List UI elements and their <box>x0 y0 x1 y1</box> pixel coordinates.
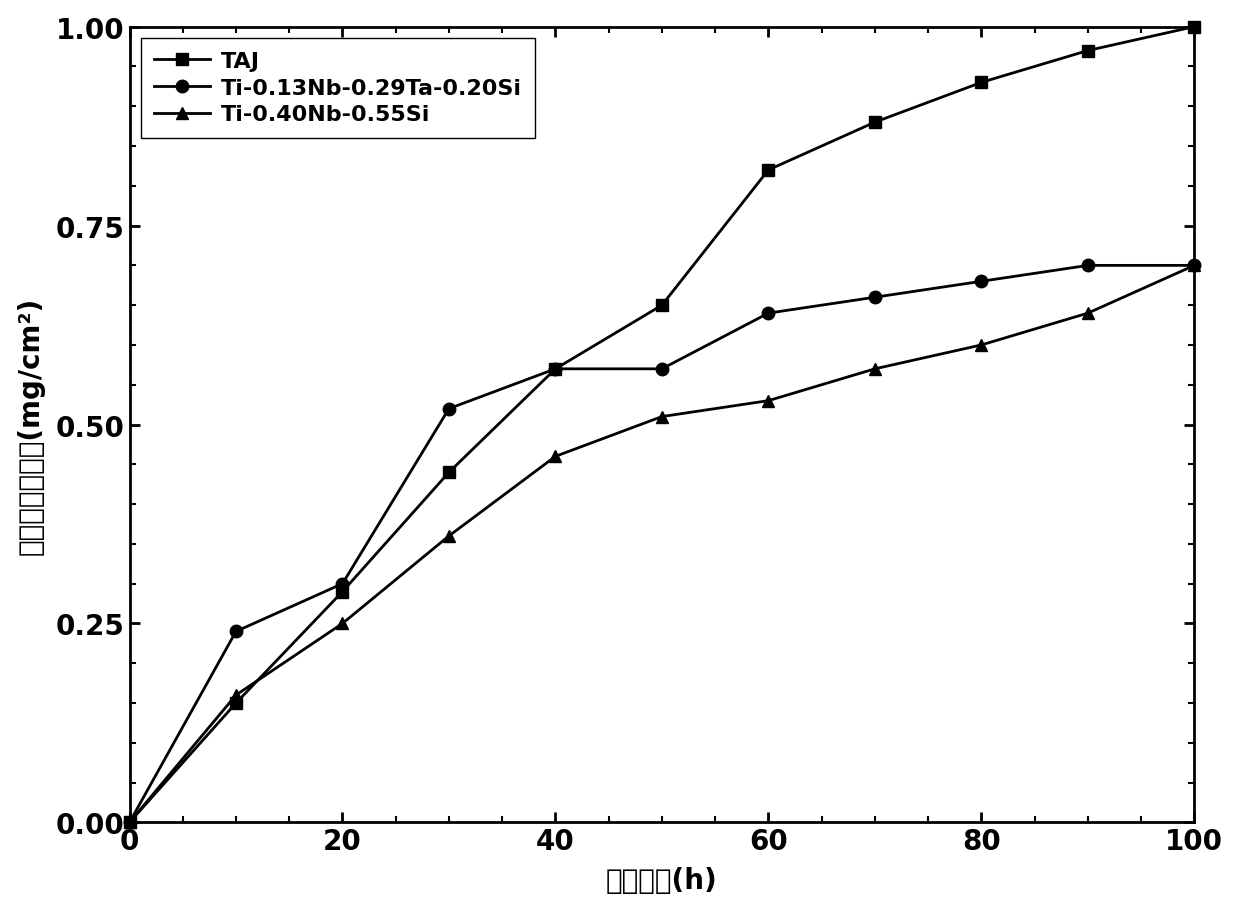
Line: TAJ: TAJ <box>123 21 1200 829</box>
Legend: TAJ, Ti-0.13Nb-0.29Ta-0.20Si, Ti-0.40Nb-0.55Si: TAJ, Ti-0.13Nb-0.29Ta-0.20Si, Ti-0.40Nb-… <box>140 39 534 138</box>
Ti-0.40Nb-0.55Si <box>1080 308 1095 319</box>
Ti-0.13Nb-0.29Ta-0.20Si <box>122 817 136 828</box>
Ti-0.13Nb-0.29Ta-0.20Si <box>868 292 883 303</box>
Ti-0.40Nb-0.55Si <box>122 817 136 828</box>
TAJ <box>973 77 988 88</box>
Ti-0.13Nb-0.29Ta-0.20Si <box>335 578 350 589</box>
Ti-0.40Nb-0.55Si <box>761 395 776 406</box>
Ti-0.13Nb-0.29Ta-0.20Si <box>441 404 456 415</box>
TAJ <box>1187 22 1202 33</box>
TAJ <box>761 165 776 176</box>
TAJ <box>335 587 350 598</box>
X-axis label: 氧化时间(h): 氧化时间(h) <box>606 866 718 895</box>
TAJ <box>441 467 456 478</box>
Line: Ti-0.40Nb-0.55Si: Ti-0.40Nb-0.55Si <box>123 260 1200 829</box>
Ti-0.13Nb-0.29Ta-0.20Si <box>761 308 776 319</box>
Ti-0.13Nb-0.29Ta-0.20Si <box>655 363 670 374</box>
TAJ <box>868 118 883 128</box>
Ti-0.13Nb-0.29Ta-0.20Si <box>973 277 988 288</box>
Ti-0.40Nb-0.55Si <box>973 340 988 351</box>
Ti-0.40Nb-0.55Si <box>1187 261 1202 271</box>
Ti-0.13Nb-0.29Ta-0.20Si <box>1187 261 1202 271</box>
TAJ <box>1080 46 1095 57</box>
Line: Ti-0.13Nb-0.29Ta-0.20Si: Ti-0.13Nb-0.29Ta-0.20Si <box>123 260 1200 829</box>
Ti-0.40Nb-0.55Si <box>655 412 670 423</box>
TAJ <box>122 817 136 828</box>
TAJ <box>228 698 243 709</box>
Ti-0.40Nb-0.55Si <box>335 619 350 630</box>
TAJ <box>655 301 670 312</box>
Ti-0.40Nb-0.55Si <box>868 363 883 374</box>
Ti-0.40Nb-0.55Si <box>228 690 243 701</box>
Ti-0.13Nb-0.29Ta-0.20Si <box>1080 261 1095 271</box>
Ti-0.40Nb-0.55Si <box>548 451 563 462</box>
Ti-0.40Nb-0.55Si <box>441 531 456 542</box>
Ti-0.13Nb-0.29Ta-0.20Si <box>548 363 563 374</box>
Ti-0.13Nb-0.29Ta-0.20Si <box>228 626 243 637</box>
Y-axis label: 单位面积的增量(mg/cm²): 单位面积的增量(mg/cm²) <box>16 296 45 554</box>
TAJ <box>548 363 563 374</box>
